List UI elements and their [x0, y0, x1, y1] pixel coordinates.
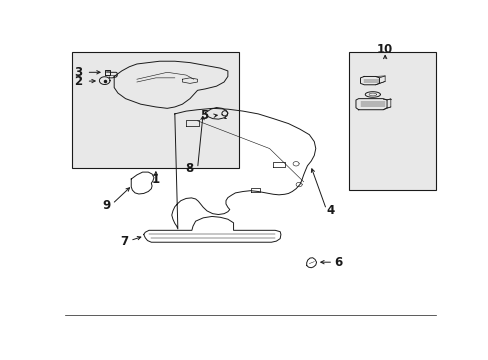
Text: 4: 4 [326, 204, 334, 217]
Text: 5: 5 [200, 109, 208, 122]
Text: 9: 9 [102, 199, 110, 212]
Text: 2: 2 [74, 75, 82, 88]
Text: 6: 6 [333, 256, 342, 269]
Text: 7: 7 [120, 235, 128, 248]
Text: 1: 1 [151, 172, 160, 185]
Text: 10: 10 [376, 43, 392, 56]
Text: 3: 3 [74, 66, 82, 79]
Bar [348, 51, 435, 190]
Text: 8: 8 [184, 162, 193, 175]
Bar [72, 51, 239, 168]
